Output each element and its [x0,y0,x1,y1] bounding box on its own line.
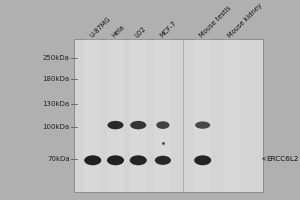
Text: U-87MG: U-87MG [88,16,112,39]
Text: 130kDa: 130kDa [43,101,70,107]
Text: ERCC6L2: ERCC6L2 [263,156,298,162]
Ellipse shape [194,155,211,165]
Text: 250kDa: 250kDa [43,55,70,61]
Bar [223,39,240,192]
Ellipse shape [107,121,124,129]
Bar [154,39,171,192]
Text: 70kDa: 70kDa [47,156,70,162]
Text: MCF-7: MCF-7 [159,20,178,39]
Ellipse shape [130,121,146,129]
Bar [130,39,147,192]
Bar [107,39,124,192]
Text: 180kDa: 180kDa [43,76,70,82]
Text: 100kDa: 100kDa [43,124,70,130]
Bar [84,39,101,192]
Ellipse shape [156,121,170,129]
Ellipse shape [84,155,101,165]
Ellipse shape [195,121,210,129]
Ellipse shape [107,155,124,165]
Ellipse shape [155,156,171,165]
Ellipse shape [130,155,147,165]
Text: LO2: LO2 [134,25,147,39]
Text: Mouse testis: Mouse testis [198,5,232,39]
Text: Mouse kidney: Mouse kidney [227,2,264,39]
Text: Hela: Hela [111,24,126,39]
Bar [74,39,263,192]
Bar [194,39,211,192]
